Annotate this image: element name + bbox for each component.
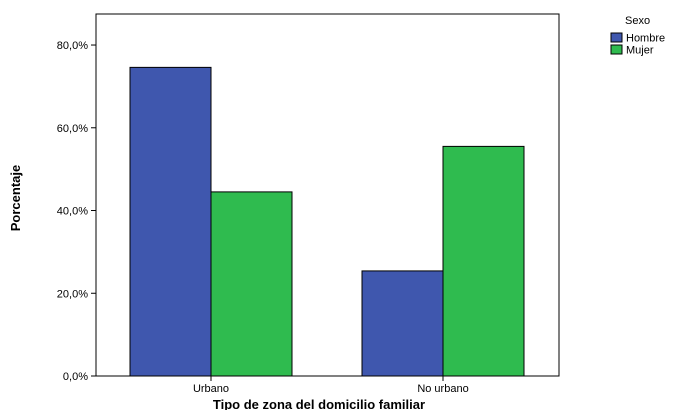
legend-title: Sexo [625,15,650,27]
legend-label-mujer: Mujer [626,45,654,57]
legend-swatch-hombre [610,32,623,43]
y-tick-label: 40,0% [57,206,88,218]
bar-mujer-urbano [210,191,293,377]
x-axis: Urbano No urbano [193,376,469,395]
bar-mujer-no-urbano [442,145,525,377]
y-tick-label: 20,0% [57,288,88,300]
y-tick-label: 80,0% [57,40,88,52]
bars-group [129,66,525,377]
y-tick-label: 0,0% [63,371,88,383]
legend-swatch-mujer [610,44,623,55]
legend-label-hombre: Hombre [626,33,665,45]
bar-hombre-urbano [129,66,212,377]
x-tick-label: No urbano [417,383,468,395]
bar-hombre-no-urbano [361,270,444,377]
plot-frame [95,13,560,377]
y-axis-title: Porcentaje [8,165,23,231]
x-tick-label: Urbano [193,383,229,395]
x-axis-title: Tipo de zona del domicilio familiar [213,397,425,410]
y-tick-label: 60,0% [57,123,88,135]
y-axis: 0,0% 20,0% 40,0% 60,0% 80,0% [57,40,96,383]
